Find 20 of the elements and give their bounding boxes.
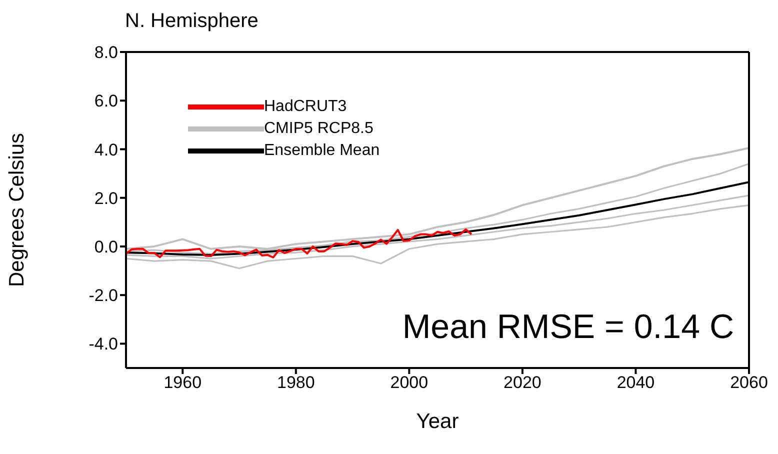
x-axis-title: Year	[416, 410, 459, 433]
y-tick-label: 4.0	[94, 140, 118, 160]
legend-label: HadCRUT3	[264, 98, 347, 116]
legend-label: Ensemble Mean	[264, 142, 380, 160]
y-tick-label: 8.0	[94, 43, 118, 62]
x-tick-label: 2020	[504, 373, 542, 392]
legend-label: CMIP5 RCP8.5	[264, 120, 374, 138]
x-tick-label: 2040	[616, 373, 655, 392]
y-tick-label: -4.0	[88, 334, 118, 354]
x-tick-label: 1960	[164, 373, 202, 392]
y-tick-label: -2.0	[88, 286, 118, 306]
chart-title: N. Hemisphere	[125, 10, 258, 33]
y-tick-label: 6.0	[94, 92, 118, 111]
x-tick-label: 1980	[276, 373, 315, 392]
x-tick-label: 2000	[390, 373, 428, 392]
y-tick-label: 0.0	[94, 237, 118, 256]
y-axis-title: Degrees Celsius	[5, 132, 28, 288]
annotation: Mean RMSE = 0.14 C	[402, 308, 734, 347]
y-tick-label: 2.0	[94, 188, 118, 208]
x-tick-label: 2060	[730, 373, 768, 392]
